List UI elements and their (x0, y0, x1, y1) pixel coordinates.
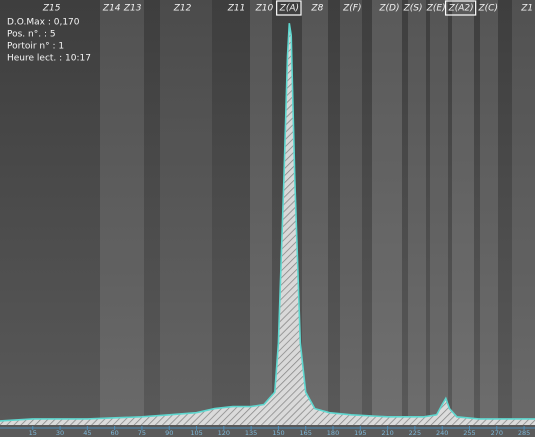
info-line: D.O.Max : 0,170 (7, 18, 80, 28)
x-tick-label: 210 (381, 429, 393, 437)
info-line: Portoir n° : 1 (7, 42, 64, 52)
x-tick-label: 285 (518, 429, 530, 437)
zone-label: Z(A2) (448, 4, 474, 14)
zone-label: Z8 (310, 4, 323, 14)
zone-bands (100, 0, 535, 425)
zone-label: Z(D) (378, 4, 399, 14)
zone-label: Z14 (102, 4, 121, 14)
x-tick-label: 120 (218, 429, 230, 437)
x-tick-label: 165 (300, 429, 312, 437)
x-tick-label: 105 (190, 429, 202, 437)
zone-label: Z15 (42, 4, 61, 14)
zone-label: Z13 (123, 4, 142, 14)
zone-label: Z10 (255, 4, 274, 14)
x-tick-label: 240 (436, 429, 448, 437)
chart: 15 30 45 60 75 90 105 120 135 150 165 180 195 210 225 2… (0, 0, 535, 437)
x-tick-label: 45 (83, 429, 91, 437)
zone-label: Z(E) (426, 4, 446, 14)
x-tick-label: 75 (138, 429, 146, 437)
x-tick-label: 90 (165, 429, 173, 437)
zone-label: Z(C) (477, 4, 497, 14)
x-tick-label: 150 (272, 429, 284, 437)
info-line: Heure lect. : 10:17 (7, 54, 91, 64)
x-tick-label: 270 (491, 429, 503, 437)
zone-label: Z(F) (342, 4, 361, 14)
zone-label: Z12 (173, 4, 192, 14)
zone-label: Z(S) (403, 4, 423, 14)
zone-label: Z11 (227, 4, 246, 14)
x-tick-label: 60 (111, 429, 119, 437)
x-tick-label: 30 (56, 429, 64, 437)
info-line: Pos. n°. : 5 (7, 30, 56, 40)
zone-label: Z(A) (279, 4, 299, 14)
x-tick-label: 195 (354, 429, 366, 437)
zone-label: Z1 (520, 4, 533, 14)
x-tick-label: 15 (29, 429, 37, 437)
x-tick-label: 255 (463, 429, 475, 437)
x-tick-label: 225 (409, 429, 421, 437)
x-tick-label: 135 (245, 429, 257, 437)
x-tick-label: 180 (327, 429, 339, 437)
